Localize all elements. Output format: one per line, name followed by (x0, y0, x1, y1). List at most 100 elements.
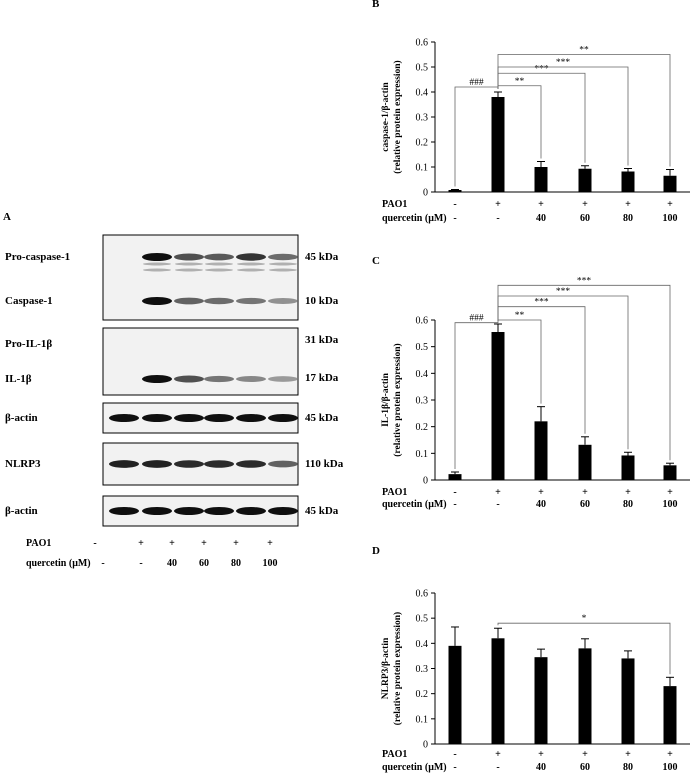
pao1-value: + (169, 538, 175, 549)
blot-band (142, 253, 172, 261)
blot-band (236, 253, 266, 261)
blot-band (204, 460, 234, 468)
y-tick-label: 0.6 (416, 38, 429, 49)
bar (578, 648, 592, 744)
panel-letter: B (372, 0, 380, 10)
significance-bracket (497, 54, 671, 167)
bar (448, 474, 462, 480)
y-tick-label: 0.4 (416, 369, 429, 380)
blot-band (174, 507, 204, 515)
quercetin-value: 40 (536, 762, 546, 773)
bar (491, 332, 505, 480)
y-tick-label: 0.6 (416, 316, 429, 327)
quercetin-value: 60 (199, 558, 209, 569)
quercetin-value: - (101, 558, 104, 569)
pao1-value: + (538, 749, 544, 760)
molecular-weight-label: 45 kDa (305, 412, 339, 424)
blot-band (268, 507, 298, 515)
significance-label: * (582, 614, 587, 624)
bar (491, 97, 505, 192)
quercetin-value: 80 (623, 499, 633, 510)
blot-box (102, 327, 299, 396)
blot-band (236, 414, 266, 422)
blot-band (142, 375, 172, 383)
bar (491, 638, 505, 744)
quercetin-value: 40 (167, 558, 177, 569)
y-tick-label: 0.2 (416, 422, 429, 433)
molecular-weight-label: 45 kDa (305, 251, 339, 263)
panel-letter: D (372, 545, 380, 557)
y-tick-label: 0.2 (416, 138, 429, 149)
pao1-value: + (667, 487, 673, 498)
quercetin-value: 80 (623, 213, 633, 224)
blot-band (204, 507, 234, 515)
band-label: Pro-caspase-1 (5, 251, 70, 263)
molecular-weight-label: 17 kDa (305, 372, 339, 384)
molecular-weight-label: 10 kDa (305, 295, 339, 307)
blot-band (174, 460, 204, 468)
quercetin-value: - (453, 499, 456, 510)
blot-band-faint (175, 262, 203, 266)
pao1-value: + (538, 199, 544, 210)
y-tick-label: 0.3 (416, 664, 429, 675)
significance-bracket (497, 622, 671, 675)
y-tick-label: 0.6 (416, 589, 429, 600)
y-tick-label: 0.5 (416, 342, 429, 353)
pao1-label: PAO1 (382, 199, 407, 210)
significance-bracket (497, 72, 586, 163)
blot-band (236, 460, 266, 468)
quercetin-value: 80 (231, 558, 241, 569)
bar (621, 658, 635, 744)
y-tick-label: 0.3 (416, 113, 429, 124)
panel-a-letter: A (3, 211, 11, 223)
blot-band (268, 414, 298, 422)
bar (663, 175, 677, 192)
blot-band-faint (269, 268, 297, 272)
pao1-value: + (267, 538, 273, 549)
significance-bracket (497, 284, 671, 461)
quercetin-label: quercetin (μM) (382, 499, 447, 510)
pao1-value: + (667, 199, 673, 210)
quercetin-value: 100 (663, 213, 678, 224)
pao1-value: + (667, 749, 673, 760)
molecular-weight-label: 45 kDa (305, 505, 339, 517)
significance-label: ** (515, 77, 525, 87)
blot-band-faint (269, 262, 297, 266)
blot-band (204, 375, 234, 383)
quercetin-value: - (496, 762, 499, 773)
significance-label: ** (579, 46, 589, 56)
blot-band (236, 375, 266, 383)
pao1-label: PAO1 (382, 749, 407, 760)
blot-band (204, 253, 234, 261)
significance-label: *** (534, 64, 549, 74)
pao1-label: PAO1 (26, 538, 51, 549)
bar (448, 645, 462, 744)
quercetin-value: 60 (580, 762, 590, 773)
quercetin-value: - (139, 558, 142, 569)
quercetin-value: 60 (580, 499, 590, 510)
quercetin-value: 60 (580, 213, 590, 224)
y-tick-label: 0.5 (416, 63, 429, 74)
y-axis-label: NLRP3/β-actin (relative protein expressio… (381, 612, 403, 725)
pao1-value: - (93, 538, 96, 549)
bar (621, 455, 635, 480)
pao1-value: + (495, 199, 501, 210)
blot-band (204, 414, 234, 422)
band-label: β-actin (5, 505, 38, 517)
blot-band (174, 414, 204, 422)
blot-band (236, 297, 266, 305)
y-axis-label: IL-1β/β-actin (relative protein expressio… (381, 343, 403, 456)
y-tick-label: 0.1 (416, 163, 429, 174)
quercetin-value: - (453, 213, 456, 224)
significance-label: *** (534, 298, 549, 308)
quercetin-value: 40 (536, 499, 546, 510)
blot-band (109, 507, 139, 515)
y-tick-label: 0.4 (416, 88, 429, 99)
blot-band (204, 297, 234, 305)
significance-label: ** (515, 311, 525, 321)
pao1-value: + (625, 487, 631, 498)
bar (621, 171, 635, 192)
blot-band-faint (237, 268, 265, 272)
pao1-value: + (582, 199, 588, 210)
y-tick-label: 0.5 (416, 614, 429, 625)
